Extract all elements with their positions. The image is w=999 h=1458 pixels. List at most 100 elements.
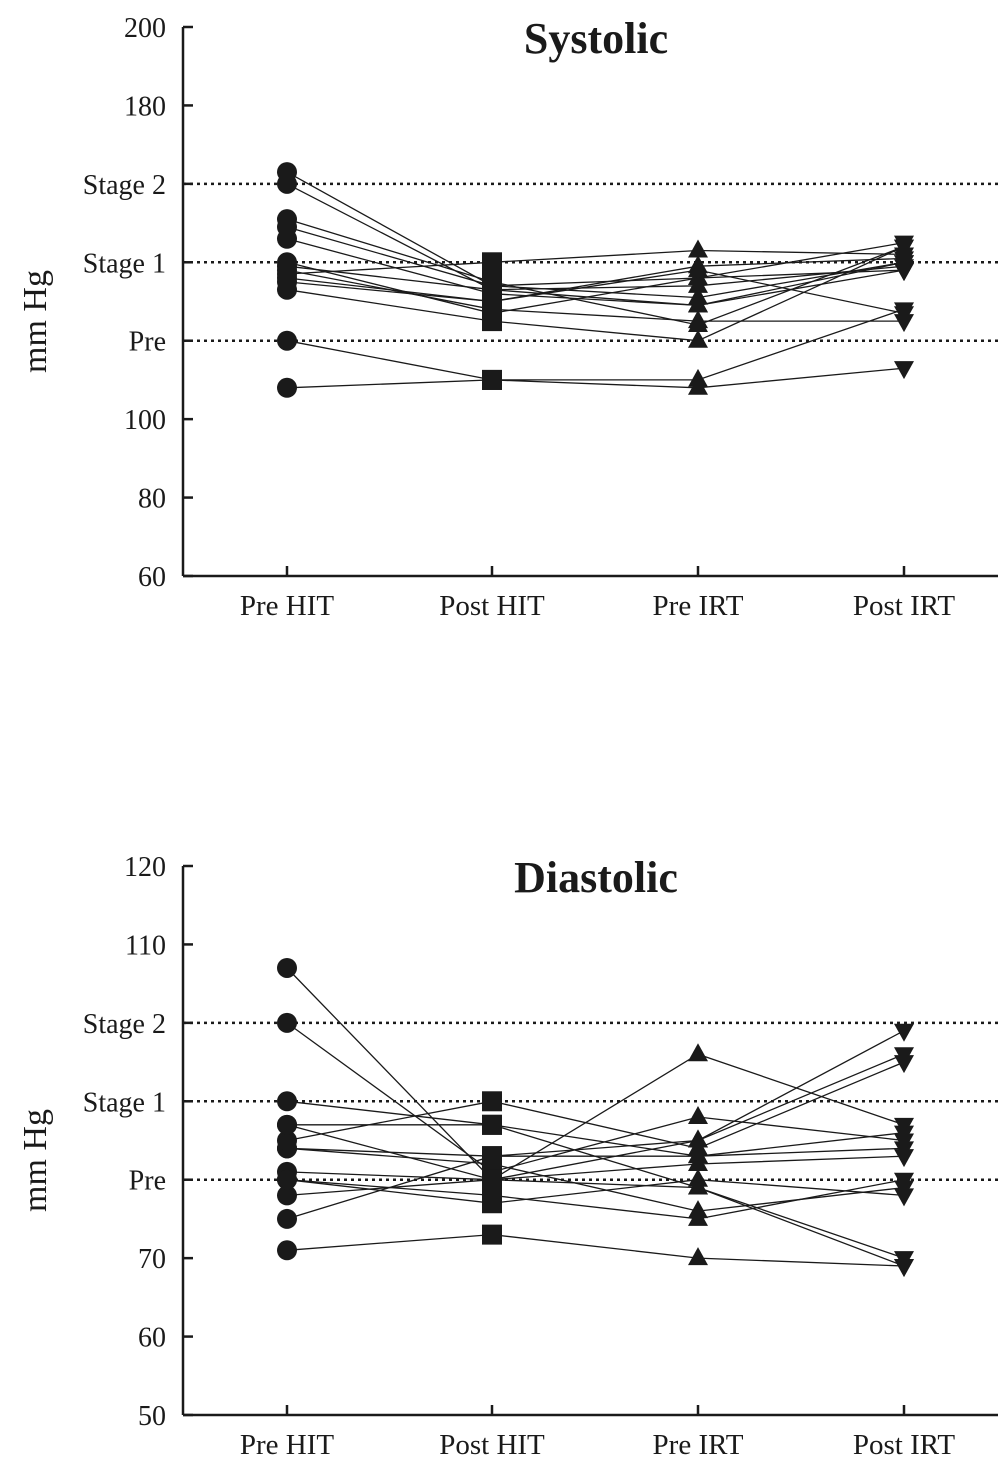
systolic-y-tick-label-0: 60 <box>138 562 166 593</box>
diastolic-subject-line-8 <box>286 1179 905 1267</box>
systolic-x-tick-label-3: Post IRT <box>853 590 955 622</box>
diastolic-point-s10-0 <box>277 1240 297 1261</box>
systolic-subject-line-3 <box>286 226 905 299</box>
systolic-subject-line-4 <box>286 238 905 307</box>
systolic-y-tick-label-7: 200 <box>124 13 166 44</box>
systolic-point-s13-3 <box>894 314 914 333</box>
systolic-point-s13-1 <box>482 299 502 320</box>
systolic-point-s11-2 <box>688 376 708 395</box>
diastolic-point-s12-1 <box>482 1169 502 1190</box>
diastolic-point-s7-2 <box>688 1207 708 1226</box>
diastolic-y-tick-label-7: 120 <box>124 852 166 883</box>
diastolic-subject-line-11 <box>286 1061 905 1149</box>
diastolic-point-s12-3 <box>894 1117 914 1136</box>
systolic-point-s8-2 <box>688 255 708 274</box>
systolic-point-s13-0 <box>277 260 297 281</box>
systolic-subject-line-2 <box>286 218 905 326</box>
diastolic-subject-line-7 <box>286 1179 905 1220</box>
systolic-point-s9-2 <box>688 329 708 348</box>
systolic-point-s4-2 <box>688 294 708 313</box>
systolic-point-s11-3 <box>894 361 914 380</box>
diastolic-subject-line-10 <box>286 1233 905 1267</box>
diastolic-x-tick-label-2: Pre IRT <box>653 1429 744 1458</box>
diastolic-point-s9-3 <box>894 1023 914 1042</box>
systolic-point-s12-2 <box>688 239 708 258</box>
diastolic-point-s12-0 <box>277 1114 297 1135</box>
systolic-x-tick-label-1: Post HIT <box>439 590 545 622</box>
systolic-y-tick-label-6: 180 <box>124 91 166 122</box>
diastolic-subject-line-6 <box>286 1155 905 1181</box>
diastolic-y-tick-label-4: Stage 1 <box>83 1087 166 1118</box>
diastolic-subject-line-0 <box>286 967 905 1181</box>
diastolic-point-s10-3 <box>894 1258 914 1277</box>
diastolic-point-s13-3 <box>894 1188 914 1207</box>
systolic-subject-line-9 <box>286 246 905 342</box>
diastolic-y-tick-label-0: 50 <box>138 1401 166 1432</box>
diastolic-y-tick-label-3: Pre <box>129 1166 166 1197</box>
diastolic-point-s13-2 <box>688 1168 708 1187</box>
systolic-x-tick-label-2: Pre IRT <box>653 590 744 622</box>
diastolic-point-s12-2 <box>688 1043 708 1062</box>
diastolic-point-s9-1 <box>482 1146 502 1167</box>
diastolic-point-s6-2 <box>688 1153 708 1172</box>
systolic-y-tick-label-1: 80 <box>138 484 166 515</box>
systolic-y-tick-label-3: Pre <box>129 327 166 358</box>
systolic-y-tick-label-2: 100 <box>124 405 166 436</box>
systolic-panel: 60 80 100 Pre Stage 1 Stage 2 180 200 Pre HIT Pos… <box>17 13 998 622</box>
diastolic-subject-line-12 <box>286 1053 905 1181</box>
systolic-point-s10-3 <box>894 302 914 321</box>
diastolic-subject-line-1 <box>286 1022 905 1173</box>
diastolic-x-tick-label-1: Post HIT <box>439 1429 545 1458</box>
diastolic-subject-line-13 <box>286 1179 905 1204</box>
diastolic-point-s7-3 <box>894 1172 914 1191</box>
systolic-point-s11-1 <box>482 369 502 390</box>
systolic-subject-line-10 <box>286 308 905 381</box>
diastolic-x-tick-label-3: Post IRT <box>853 1429 955 1458</box>
diastolic-subject-line-9 <box>286 1030 905 1220</box>
systolic-y-tick-label-4: Stage 1 <box>83 248 166 279</box>
diastolic-point-s8-0 <box>277 1185 297 1206</box>
diastolic-point-s13-1 <box>482 1193 502 1214</box>
systolic-subject-line-5 <box>286 261 905 314</box>
diastolic-point-s9-0 <box>277 1208 297 1229</box>
systolic-subject-line-1 <box>286 183 905 307</box>
diastolic-point-s6-3 <box>894 1149 914 1168</box>
systolic-subject-line-11 <box>286 367 905 389</box>
systolic-x-tick-label-0: Pre HIT <box>240 590 335 622</box>
diastolic-y-tick-label-5: Stage 2 <box>83 1009 166 1040</box>
diastolic-chart-title: Diastolic <box>514 853 678 902</box>
systolic-y-axis-title: mm Hg <box>17 270 54 373</box>
diastolic-point-s13-0 <box>277 1169 297 1190</box>
systolic-chart-title: Systolic <box>524 14 668 63</box>
diastolic-point-s1-2 <box>688 1105 708 1124</box>
systolic-subject-line-0 <box>286 171 905 287</box>
diastolic-point-s11-1 <box>482 1091 502 1112</box>
systolic-point-s4-0 <box>277 228 297 249</box>
systolic-subject-line-13 <box>286 269 904 322</box>
systolic-point-s9-0 <box>277 279 297 300</box>
diastolic-y-tick-label-6: 110 <box>125 930 166 961</box>
diastolic-point-s10-2 <box>688 1247 708 1266</box>
diastolic-y-tick-label-2: 70 <box>138 1244 166 1275</box>
diastolic-y-tick-label-1: 60 <box>138 1323 166 1354</box>
diastolic-point-s2-0 <box>277 1091 297 1112</box>
diastolic-y-axis-title: mm Hg <box>17 1109 54 1212</box>
diastolic-x-tick-label-0: Pre HIT <box>240 1429 335 1458</box>
systolic-point-s12-3 <box>894 247 914 266</box>
diastolic-point-s1-0 <box>277 1012 297 1033</box>
diastolic-point-s11-0 <box>277 1130 297 1151</box>
diastolic-point-s3-1 <box>482 1114 502 1135</box>
systolic-point-s12-1 <box>482 252 502 273</box>
diastolic-subject-line-2 <box>286 1100 905 1157</box>
systolic-point-s11-0 <box>277 377 297 398</box>
diastolic-point-s0-0 <box>277 957 297 978</box>
systolic-subject-line-12 <box>286 249 905 275</box>
diastolic-point-s10-1 <box>482 1224 502 1245</box>
systolic-subject-line-8 <box>286 257 905 303</box>
systolic-point-s10-0 <box>277 330 297 351</box>
systolic-subject-line-6 <box>286 265 905 291</box>
systolic-point-s13-2 <box>688 310 708 329</box>
diastolic-point-s11-3 <box>894 1055 914 1074</box>
systolic-point-s1-0 <box>277 173 297 194</box>
